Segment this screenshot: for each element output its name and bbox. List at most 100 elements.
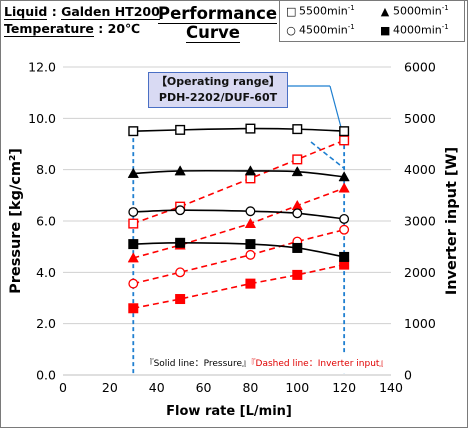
y-tick-label: 0.0: [36, 368, 56, 383]
pressure-point: [127, 167, 139, 178]
pressure-point: [128, 207, 139, 217]
filled-square-icon: ■: [380, 23, 391, 37]
y-tick-label: 2.0: [36, 316, 56, 331]
pressure-point: [339, 251, 350, 262]
x-tick-label: 0: [59, 380, 67, 395]
open-square-icon: □: [286, 4, 297, 18]
inverter-point: [244, 217, 257, 228]
legend-item-5000: ▲ 5000min-1: [380, 4, 449, 18]
pressure-series-line: [133, 169, 345, 178]
inverter-point: [128, 278, 139, 289]
legend: □ 5500min-1 ▲ 5000min-1 ○ 4500min-1 ■ 4000mi…: [279, 0, 465, 42]
x-tick-label: 20: [102, 380, 118, 395]
callout-line: [310, 141, 345, 170]
temperature-sep: :: [98, 21, 104, 36]
pressure-point: [292, 124, 303, 135]
chart-title: Performance Curve: [158, 4, 278, 43]
pressure-point: [339, 213, 350, 224]
pressure-point: [338, 171, 350, 182]
operating-range-model: PDH-2202/DUF-60T: [158, 91, 278, 104]
inverter-point: [292, 269, 303, 280]
operating-range-label: 【Operating range】 PDH-2202/DUF-60T: [148, 72, 288, 108]
legend-label: 5500min: [299, 4, 348, 18]
pressure-point: [175, 205, 186, 216]
y2-tick-label: 2000: [404, 265, 436, 280]
pressure-point: [291, 166, 303, 177]
inverter-point: [245, 278, 256, 289]
y-tick-label: 12.0: [28, 60, 56, 75]
note-dashed: 『Dashed line：Inverter input』: [251, 359, 389, 369]
legend-sup: -1: [347, 23, 355, 31]
y2-tick-label: 3000: [404, 214, 436, 229]
pressure-point: [128, 126, 139, 137]
note-solid: 『Solid line：Pressure』: [144, 359, 252, 369]
pressure-point: [245, 206, 256, 217]
inverter-point: [175, 267, 186, 278]
legend-label: 4500min: [299, 23, 348, 37]
y-tick-label: 4.0: [36, 265, 56, 280]
open-circle-icon: ○: [286, 23, 296, 37]
pressure-series-line: [133, 127, 345, 132]
pressure-point: [245, 239, 256, 250]
pressure-point: [174, 165, 186, 176]
liquid-line: Liquid : Galden HT200: [4, 3, 160, 20]
pressure-point: [244, 165, 257, 176]
liquid-value: Galden HT200: [61, 4, 160, 20]
y-tick-label: 10.0: [28, 111, 56, 126]
x-tick-label: 40: [149, 380, 165, 395]
x-tick-label: 100: [285, 380, 309, 395]
inverter-series-line: [133, 187, 345, 259]
liquid-label: Liquid: [4, 4, 48, 20]
title-line2: Curve: [186, 23, 240, 43]
inverter-series-line: [133, 228, 345, 285]
x-axis-title: Flow rate [L/min]: [166, 404, 292, 419]
legend-label: 5000min: [393, 4, 442, 18]
y2-tick-label: 5000: [404, 111, 436, 126]
y2-tick-label: 0: [404, 368, 412, 383]
pressure-point: [128, 239, 139, 250]
inverter-point: [175, 294, 186, 305]
pressure-point: [292, 208, 303, 219]
pressure-point: [292, 242, 303, 253]
liquid-sep: :: [51, 4, 57, 19]
y-tick-label: 8.0: [36, 162, 56, 177]
y-axis-title: Pressure [kg/cm²]: [8, 148, 24, 294]
legend-sup: -1: [441, 4, 449, 12]
temperature-label: Temperature: [4, 21, 94, 37]
legend-sup: -1: [441, 23, 449, 31]
y2-tick-label: 4000: [404, 162, 436, 177]
title-line1: Performance: [158, 4, 278, 24]
legend-item-5500: □ 5500min-1: [286, 4, 355, 18]
operating-range-title: 【Operating range】: [155, 75, 281, 88]
inverter-series-line: [133, 263, 345, 310]
line-style-note: 『Solid line：Pressure』『Dashed line：Invert…: [144, 355, 389, 373]
triangle-icon: ▲: [380, 4, 390, 18]
pressure-point: [175, 237, 186, 248]
legend-sup: -1: [347, 4, 355, 12]
temperature-line: Temperature : 20℃: [4, 20, 160, 37]
inverter-point: [339, 224, 350, 235]
temperature-value: 20℃: [107, 21, 141, 36]
inverter-point: [127, 252, 139, 263]
pressure-point: [339, 126, 350, 137]
inverter-point: [245, 249, 256, 260]
x-tick-label: 140: [379, 380, 403, 395]
pressure-point: [245, 123, 256, 134]
inverter-point: [339, 135, 350, 146]
y2-axis-title: Inverter input [W]: [444, 147, 460, 295]
callout-line: [329, 85, 343, 132]
legend-label: 4000min: [393, 23, 442, 37]
x-tick-label: 120: [332, 380, 356, 395]
pressure-point: [175, 124, 186, 135]
inverter-point: [292, 154, 303, 165]
conditions: Liquid : Galden HT200 Temperature : 20℃: [4, 3, 160, 37]
x-tick-label: 80: [242, 380, 258, 395]
y2-tick-label: 6000: [404, 60, 436, 75]
inverter-point: [338, 182, 350, 193]
legend-item-4000: ■ 4000min-1: [380, 23, 449, 37]
legend-item-4500: ○ 4500min-1: [286, 23, 355, 37]
inverter-point: [128, 303, 139, 314]
inverter-point: [128, 218, 139, 229]
y-tick-label: 6.0: [36, 214, 56, 229]
